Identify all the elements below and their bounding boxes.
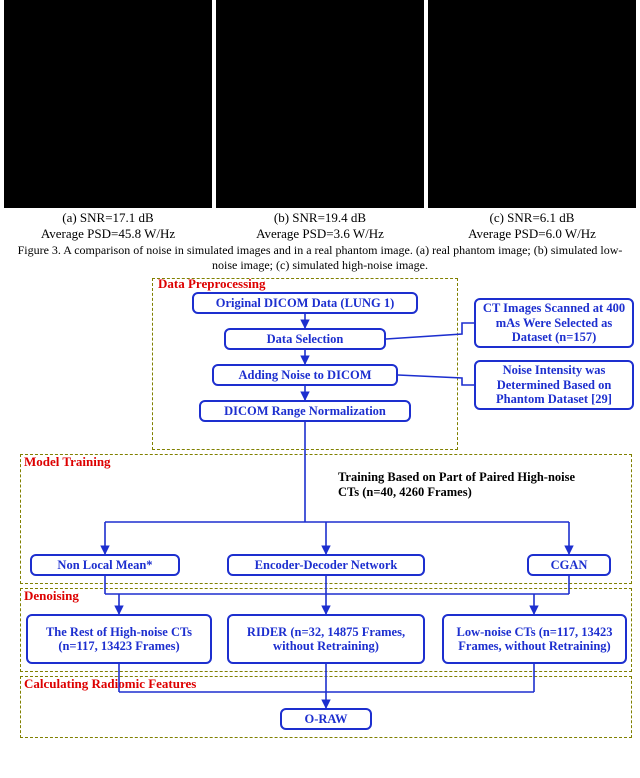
node-oraw: O-RAW bbox=[280, 708, 372, 730]
image-panel-a: (a) SNR=17.1 dB Average PSD=45.8 W/Hz bbox=[2, 0, 214, 241]
node-range-norm: DICOM Range Normalization bbox=[199, 400, 411, 422]
node-rest: The Rest of High-noise CTs (n=117, 13423… bbox=[26, 614, 212, 664]
training-text: Training Based on Part of Paired High-no… bbox=[338, 470, 588, 500]
training-label: Model Training bbox=[24, 454, 111, 470]
figure-caption: Figure 3. A comparison of noise in simul… bbox=[8, 243, 632, 272]
radiomic-label: Calculating Radiomic Features bbox=[24, 676, 196, 692]
image-a-snr: (a) SNR=17.1 dB bbox=[2, 210, 214, 226]
image-b-psd: Average PSD=3.6 W/Hz bbox=[214, 226, 426, 242]
image-c-snr: (c) SNR=6.1 dB bbox=[426, 210, 638, 226]
node-original-dicom: Original DICOM Data (LUNG 1) bbox=[192, 292, 418, 314]
image-b-snr: (b) SNR=19.4 dB bbox=[214, 210, 426, 226]
image-c bbox=[428, 0, 636, 208]
preprocessing-label: Data Preprocessing bbox=[158, 276, 265, 292]
image-b bbox=[216, 0, 424, 208]
node-lownoise: Low-noise CTs (n=117, 13423 Frames, with… bbox=[442, 614, 627, 664]
node-adding-noise: Adding Noise to DICOM bbox=[212, 364, 398, 386]
node-encdec: Encoder-Decoder Network bbox=[227, 554, 425, 576]
node-nlmean: Non Local Mean* bbox=[30, 554, 180, 576]
callout-ct400: CT Images Scanned at 400 mAs Were Select… bbox=[474, 298, 634, 348]
node-cgan: CGAN bbox=[527, 554, 611, 576]
image-panel-c: (c) SNR=6.1 dB Average PSD=6.0 W/Hz bbox=[426, 0, 638, 241]
image-a bbox=[4, 0, 212, 208]
node-rider: RIDER (n=32, 14875 Frames, without Retra… bbox=[227, 614, 425, 664]
image-c-psd: Average PSD=6.0 W/Hz bbox=[426, 226, 638, 242]
denoising-label: Denoising bbox=[24, 588, 79, 604]
image-a-psd: Average PSD=45.8 W/Hz bbox=[2, 226, 214, 242]
image-panel-b: (b) SNR=19.4 dB Average PSD=3.6 W/Hz bbox=[214, 0, 426, 241]
callout-noise-intensity: Noise Intensity was Determined Based on … bbox=[474, 360, 634, 410]
node-data-selection: Data Selection bbox=[224, 328, 386, 350]
